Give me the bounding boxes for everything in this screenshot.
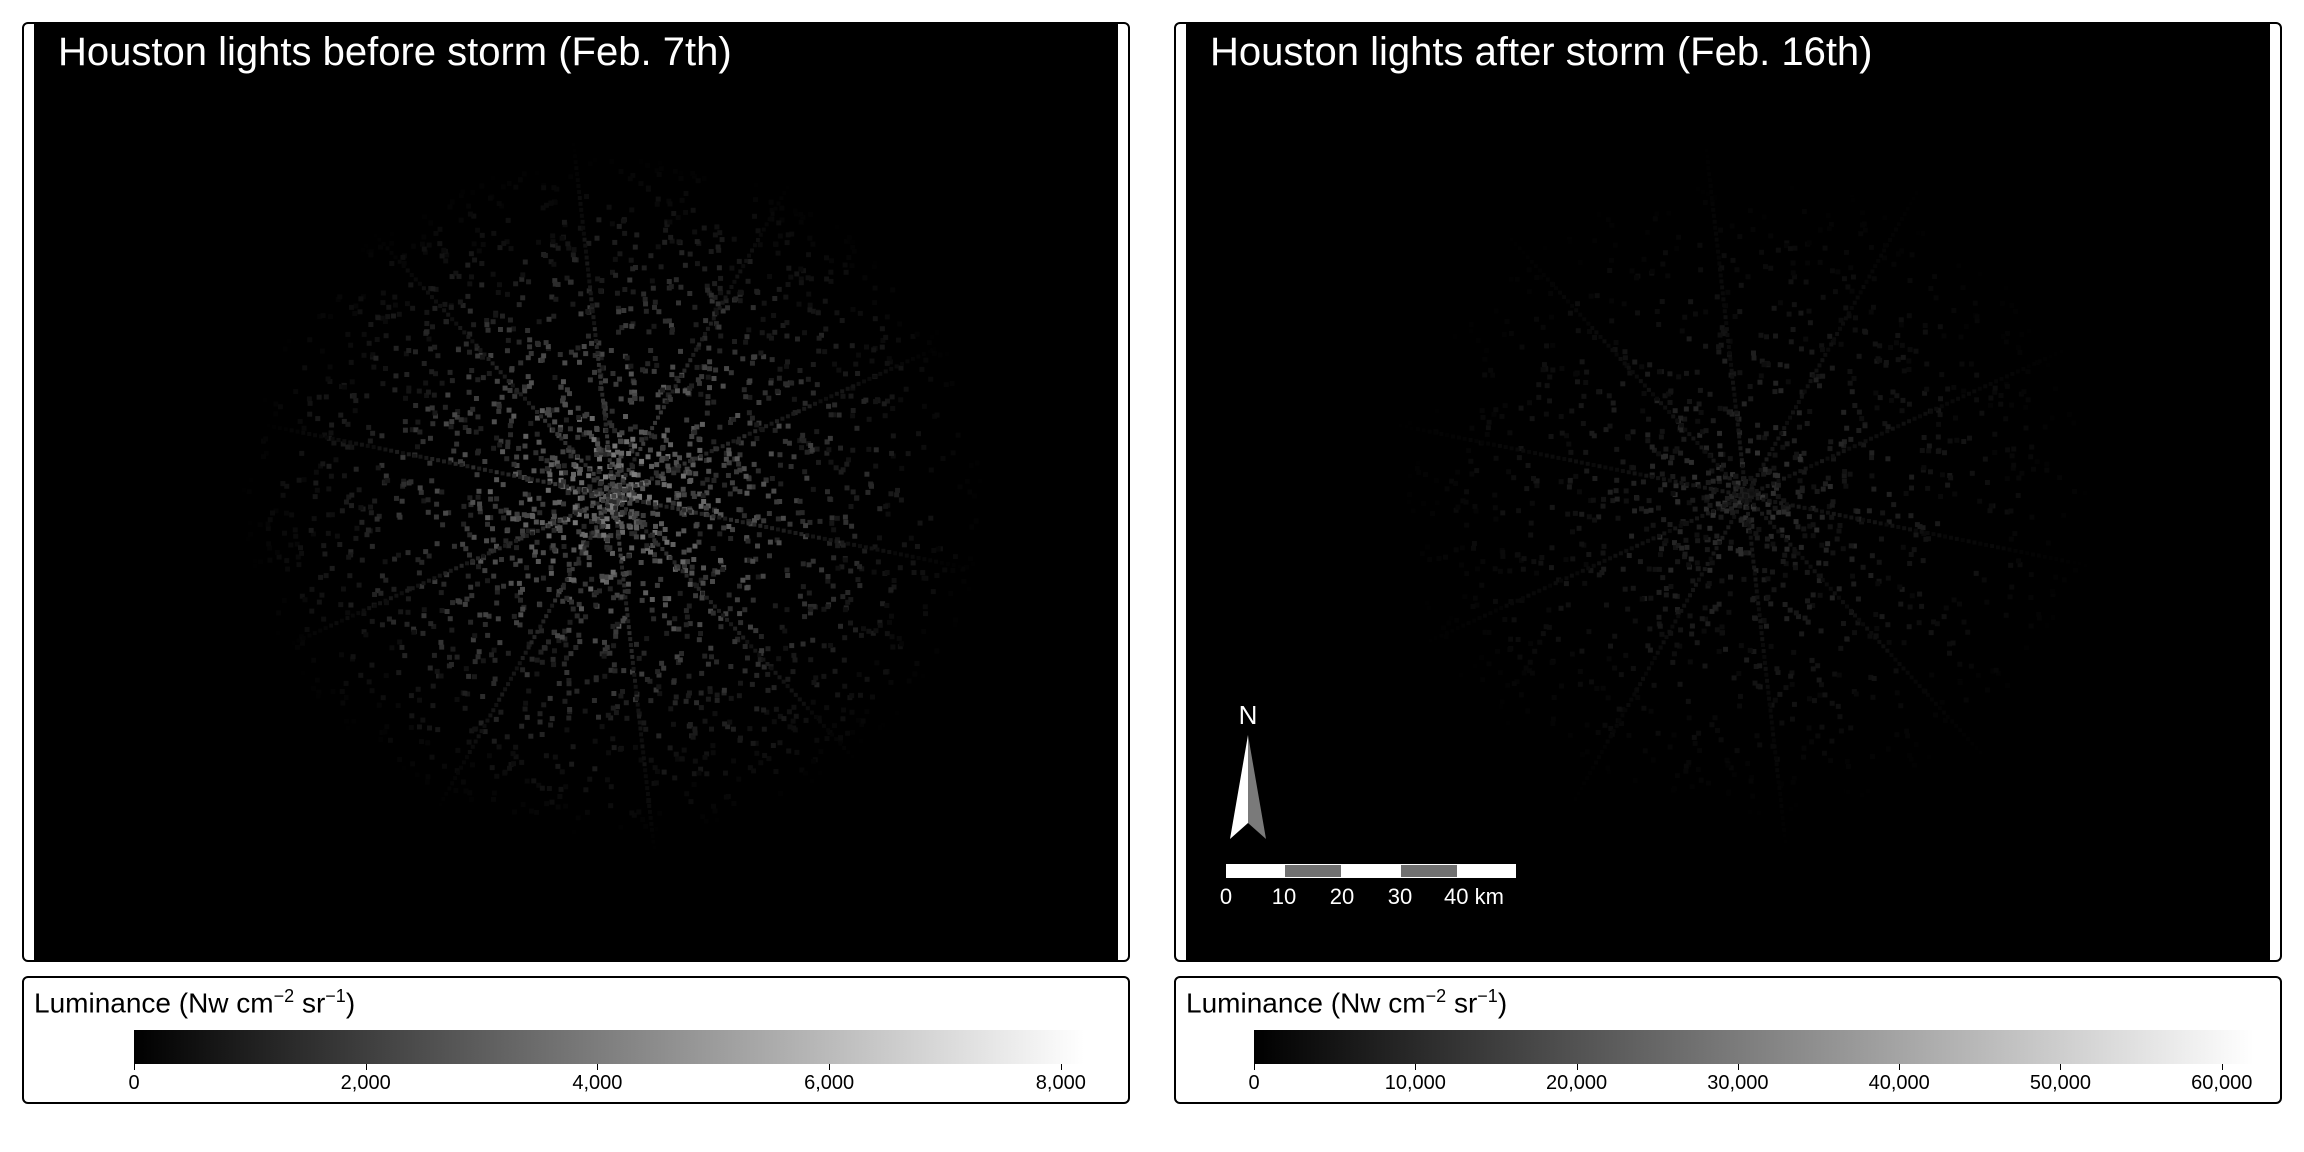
legend-title-mid: sr: [1446, 987, 1478, 1019]
legend-tick: [1254, 1064, 1255, 1070]
legend-tick-label: 6,000: [804, 1072, 855, 1094]
legend-tick: [2221, 1064, 2223, 1070]
legend-exponent: −1: [325, 986, 346, 1006]
legend-tick: [597, 1064, 599, 1070]
legend-title: Luminance (Nw cm−2 sr−1): [1186, 986, 1507, 1019]
city-lights-layer: [241, 142, 989, 850]
scale-segment: [1226, 864, 1284, 878]
map-panel-after: Houston lights after storm (Feb. 16th) N…: [1174, 22, 2282, 962]
legend-tick: [365, 1064, 367, 1070]
legend-exponent: −1: [1477, 986, 1498, 1006]
legend-title-prefix: Luminance (Nw cm: [34, 987, 274, 1019]
legend-tick: [1737, 1064, 1739, 1070]
legend-tick: [1060, 1064, 1062, 1070]
legend-exponent: −2: [1425, 986, 1447, 1006]
legend-tick-label: 30,000: [1707, 1072, 1769, 1094]
legend-tick-label: 60,000: [2191, 1072, 2253, 1094]
map-canvas-before: Houston lights before storm (Feb. 7th): [34, 24, 1118, 960]
legend-tick-label: 8,000: [1035, 1072, 1086, 1094]
north-label: N: [1238, 700, 1258, 730]
scale-segment: [1284, 864, 1342, 878]
legend-tick-label: 4,000: [572, 1072, 623, 1094]
scale-label: 30: [1387, 884, 1413, 909]
legend-title-prefix: Luminance (Nw cm: [1186, 987, 1426, 1019]
legend-title-suffix: ): [1497, 987, 1508, 1019]
legend-before: Luminance (Nw cm−2 sr−1) 0 2,000 4,000 6,00…: [22, 976, 1130, 1104]
scale-label: 0: [1219, 884, 1233, 909]
legend-exponent: −2: [273, 986, 295, 1006]
scale-segment: [1400, 864, 1458, 878]
legend-title-suffix: ): [345, 987, 356, 1019]
map-title-after: Houston lights after storm (Feb. 16th): [1210, 30, 1873, 74]
legend-tick-label: 10,000: [1384, 1072, 1446, 1094]
scale-segment: [1342, 864, 1400, 878]
scale-label: 40 km: [1444, 884, 1504, 909]
legend-tick-label: 0: [1248, 1072, 1260, 1094]
legend-tick-label: 40,000: [1868, 1072, 1930, 1094]
night-lights-raster-before: [241, 142, 989, 850]
legend-tick-label: 50,000: [2029, 1072, 2092, 1094]
legend-title: Luminance (Nw cm−2 sr−1): [34, 986, 355, 1019]
scale-label: 20: [1329, 884, 1355, 909]
legend-tick-label: 2,000: [340, 1072, 391, 1094]
legend-after: Luminance (Nw cm−2 sr−1) 0 10,000 20,000 30…: [1174, 976, 2282, 1104]
luminance-color-ramp: [134, 1030, 1084, 1064]
legend-tick: [1576, 1064, 1578, 1070]
legend-tick: [1415, 1064, 1417, 1070]
legend-tick-label: 0: [128, 1072, 140, 1094]
legend-tick: [134, 1064, 135, 1070]
map-panel-before: Houston lights before storm (Feb. 7th): [22, 22, 1130, 962]
night-lights-raster-after: [1398, 142, 2095, 850]
map-canvas-after: Houston lights after storm (Feb. 16th) N…: [1186, 24, 2270, 960]
legend-tick: [829, 1064, 831, 1070]
map-title-before: Houston lights before storm (Feb. 7th): [58, 30, 732, 74]
north-arrow: N: [1226, 700, 1270, 848]
legend-tick: [1899, 1064, 1901, 1070]
legend-title-mid: sr: [294, 987, 326, 1019]
luminance-color-ramp: [1254, 1030, 2254, 1064]
scale-label: 10: [1271, 884, 1297, 909]
north-arrow-icon: [1230, 735, 1266, 839]
scale-segment: [1458, 864, 1516, 878]
legend-tick-label: 20,000: [1545, 1072, 1608, 1094]
legend-tick: [2060, 1064, 2062, 1070]
city-lights-layer: [1398, 142, 2095, 850]
